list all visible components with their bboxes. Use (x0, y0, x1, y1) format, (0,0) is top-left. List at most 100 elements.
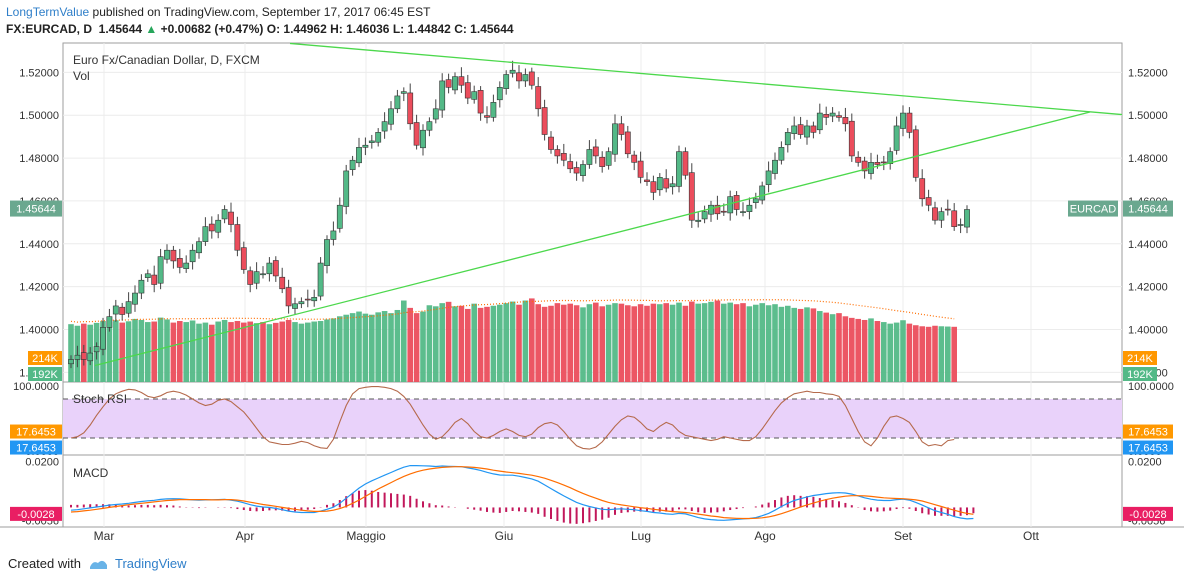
volume-label: Vol (73, 69, 90, 83)
candle-body (669, 183, 676, 188)
candle-body (138, 279, 145, 294)
volume-bar (887, 323, 893, 382)
time-axis-label: Mar (94, 529, 115, 543)
candle-body (765, 170, 772, 185)
time-axis-label: Giu (495, 529, 514, 543)
candle-body (458, 76, 465, 86)
candle-body (164, 249, 170, 260)
volume-bar (778, 306, 785, 382)
volume-bar (369, 314, 375, 382)
candle-body (535, 86, 542, 110)
stoch-axis-label-left: 100.0000 (13, 381, 59, 393)
candle-body (503, 74, 510, 89)
candle-body (157, 256, 164, 284)
volume-bar (861, 319, 868, 382)
candle-body (516, 72, 522, 82)
candle-body (228, 211, 234, 225)
price-axis-label-left: 1.40000 (19, 325, 59, 337)
volume-bar (842, 316, 849, 382)
candle-body (317, 262, 324, 297)
volume-bar (445, 301, 452, 382)
volume-bar (817, 311, 823, 382)
ohlc-values: O: 1.44962 H: 1.46036 L: 1.44842 C: 1.45… (266, 22, 514, 36)
candle-body (426, 121, 433, 131)
candle-body (925, 197, 932, 206)
candle-body (68, 359, 74, 365)
price-axis-label-right: 1.42000 (1128, 282, 1168, 294)
candle-body (394, 95, 401, 110)
volume-bar (215, 321, 221, 382)
volume-bar (733, 304, 740, 382)
candle-body (266, 262, 273, 275)
candle-body (554, 149, 561, 157)
candle-body (663, 178, 670, 189)
last-price: 1.45644 (98, 22, 143, 36)
time-axis-label: Ago (754, 529, 776, 543)
candle-body (311, 297, 318, 302)
volume-bar (804, 307, 810, 382)
volume-bar (541, 306, 548, 382)
volume-bar (522, 300, 529, 382)
volume-bar (612, 303, 618, 382)
volume-bar (125, 321, 132, 382)
volume-bar (938, 326, 945, 382)
candle-body (381, 121, 388, 132)
volume-bar (394, 309, 401, 382)
candle-body (100, 327, 106, 350)
candle-body (951, 210, 958, 227)
candle-body (592, 146, 599, 157)
volume-bar (829, 314, 836, 382)
candle-body (509, 69, 516, 74)
candle-body (413, 122, 420, 146)
macd-tag-right-text: -0.0028 (1129, 509, 1166, 521)
stoch-tag-right-text: 17.6453 (1128, 443, 1168, 455)
volume-bar (740, 303, 746, 382)
candle-body (797, 124, 804, 135)
volume-tag-left-text: 192K (32, 369, 58, 381)
candle-body (490, 102, 497, 118)
price-tag-left (10, 200, 62, 217)
candle-body (829, 112, 836, 117)
candle-body (292, 303, 298, 309)
candle-body (938, 211, 945, 221)
candle-body (919, 178, 926, 200)
candle-body (484, 115, 490, 118)
volume-bar (356, 311, 362, 382)
trend-line-resistance (289, 42, 1123, 116)
candle-body (695, 219, 702, 222)
candle-body (778, 147, 785, 161)
candle-body (912, 129, 919, 178)
volume-bar (196, 323, 202, 382)
volume-bar (535, 304, 541, 382)
price-tag-right-text: 1.45644 (1128, 204, 1168, 216)
volume-bar (855, 318, 861, 382)
candle-body (432, 108, 439, 120)
publish-text: published on TradingView.com, September … (92, 5, 431, 19)
candle-body (714, 204, 721, 215)
price-tag-right (1123, 200, 1173, 217)
candle-body (624, 131, 631, 155)
candle-body (656, 177, 663, 191)
volume-bar (797, 308, 804, 382)
author-link[interactable]: LongTermValue (6, 5, 90, 19)
candle-body (112, 305, 119, 315)
volume-bar (490, 305, 497, 382)
macd-axis-label-left: 0.0200 (25, 456, 59, 468)
volume-bar (746, 306, 753, 382)
volume-bar (106, 322, 113, 382)
candle-body (740, 211, 746, 213)
candle-body (842, 117, 849, 125)
candle-body (887, 151, 894, 164)
candle-body (445, 79, 452, 88)
candle-body (688, 172, 695, 221)
footer: Created with TradingView (8, 556, 187, 571)
volume-bar (503, 303, 509, 382)
tradingview-link[interactable]: TradingView (114, 556, 187, 571)
candle-body (720, 210, 727, 213)
volume-bar (362, 313, 369, 382)
candle-body (823, 114, 830, 118)
volume-bar (548, 305, 554, 382)
price-tag-left-text: 1.45644 (16, 204, 56, 216)
volume-bar (509, 301, 516, 382)
